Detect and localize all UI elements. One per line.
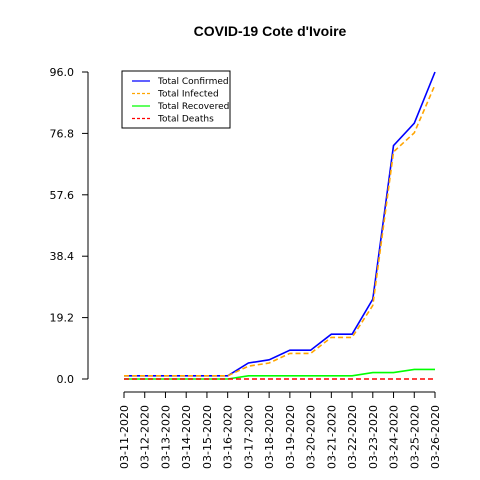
legend-label: Total Deaths: [157, 115, 214, 125]
x-tick-label: 03-18-2020: [263, 405, 276, 469]
x-tick-label: 03-24-2020: [388, 405, 401, 469]
x-tick-label: 03-21-2020: [325, 405, 338, 469]
legend: Total Confirmed Total Infected Total Recov…: [121, 70, 231, 129]
x-tick-label: 03-19-2020: [284, 405, 297, 469]
legend-label: Total Infected: [157, 90, 219, 100]
y-tick-label: 96.0: [50, 66, 75, 79]
legend-label: Total Recovered: [157, 102, 229, 112]
x-axis: 03-11-2020 03-12-2020 03-13-2020 03-14-2020…: [118, 391, 442, 469]
x-tick-label: 03-22-2020: [346, 405, 359, 469]
series-line-2: [124, 368, 435, 380]
y-axis: 0.0 19.2 38.4 57.6 76.8 96.0: [50, 66, 89, 386]
chart-title: COVID-19 Cote d'Ivoire: [194, 23, 347, 39]
x-tick-label: 03-20-2020: [305, 405, 318, 469]
y-tick-label: 57.6: [50, 189, 75, 202]
x-tick-label: 03-11-2020: [118, 405, 131, 469]
legend-label: Total Confirmed: [157, 77, 229, 87]
y-tick-label: 76.8: [50, 127, 75, 140]
x-tick-label: 03-23-2020: [367, 405, 380, 469]
series-lines: [124, 71, 436, 380]
y-tick-label: 19.2: [50, 312, 75, 325]
x-tick-label: 03-26-2020: [429, 405, 442, 469]
x-tick-label: 03-13-2020: [159, 405, 172, 469]
y-tick-label: 38.4: [50, 250, 75, 263]
x-tick-label: 03-14-2020: [180, 405, 193, 469]
x-tick-label: 03-15-2020: [201, 405, 214, 469]
y-tick-label: 0.0: [57, 373, 75, 386]
series-line-1: [124, 84, 436, 377]
x-tick-label: 03-17-2020: [242, 405, 255, 469]
x-tick-label: 03-25-2020: [408, 405, 421, 469]
x-tick-label: 03-16-2020: [222, 405, 235, 469]
x-tick-label: 03-12-2020: [139, 405, 152, 469]
